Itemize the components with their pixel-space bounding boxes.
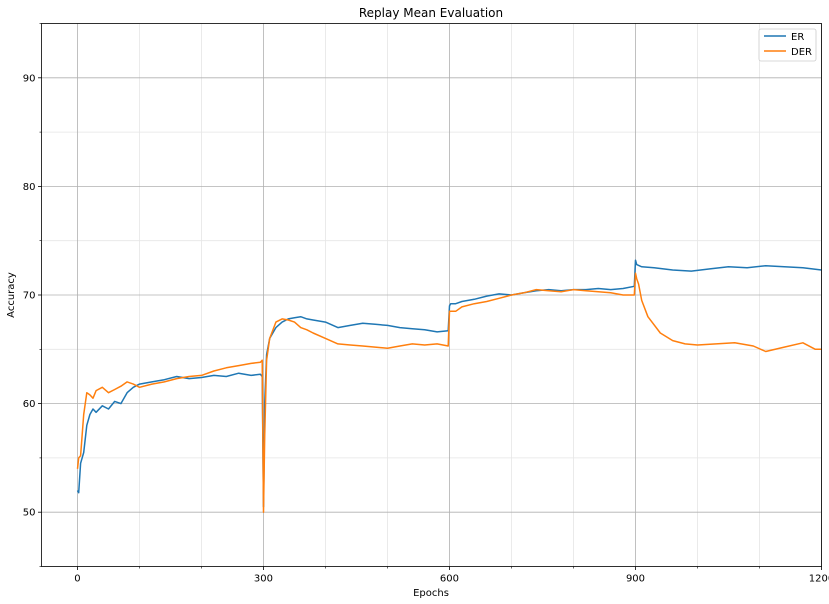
- x-tick-label: 0: [74, 574, 80, 585]
- legend-box: [758, 28, 817, 62]
- y-tick-label: 90: [23, 73, 36, 84]
- legend-label-der: DER: [791, 47, 812, 58]
- series-line-der: [76, 272, 822, 513]
- chart-title: Replay Mean Evaluation: [359, 6, 503, 20]
- x-axis-label: Epochs: [413, 588, 449, 599]
- series-lines: [76, 259, 822, 513]
- x-tick-label: 900: [626, 574, 645, 585]
- y-axis-ticks: 50 60 70 80 90: [23, 23, 42, 567]
- x-tick-label: 300: [254, 574, 273, 585]
- y-tick-label: 70: [23, 291, 36, 302]
- y-tick-label: 60: [23, 399, 36, 410]
- y-axis-label: Accuracy: [6, 272, 17, 318]
- x-tick-label: 600: [440, 574, 459, 585]
- legend-label-er: ER: [791, 32, 804, 43]
- x-tick-label: 1200: [809, 574, 829, 585]
- y-tick-label: 50: [23, 508, 36, 519]
- y-tick-label: 80: [23, 182, 36, 193]
- x-axis-ticks: 0 300 600 900 1200: [74, 566, 829, 585]
- legend: ER DER: [758, 28, 817, 62]
